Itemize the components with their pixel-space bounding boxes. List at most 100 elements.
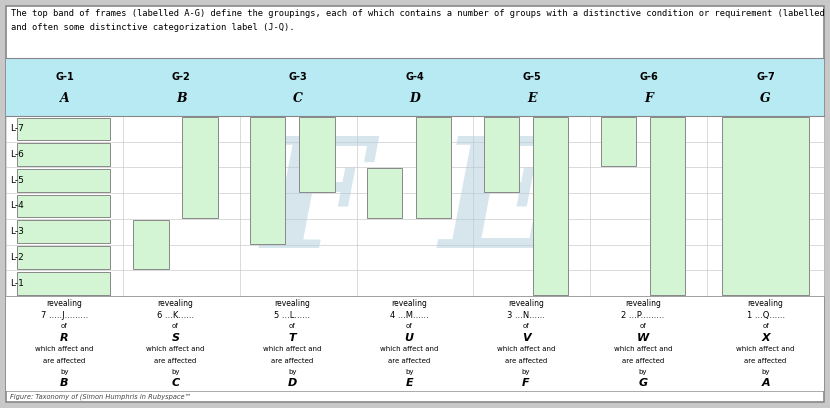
Bar <box>416 117 452 218</box>
Text: which affect and: which affect and <box>497 346 555 352</box>
Bar <box>133 220 168 269</box>
Text: by: by <box>288 369 296 375</box>
Text: D: D <box>409 91 421 104</box>
Bar <box>17 118 110 140</box>
Text: B: B <box>61 378 69 388</box>
Text: by: by <box>761 369 769 375</box>
Text: G-6: G-6 <box>639 72 658 82</box>
Text: 5 ...L......: 5 ...L...... <box>274 310 310 319</box>
Text: F: F <box>522 378 530 388</box>
Text: 2 ...P.........: 2 ...P......... <box>621 310 665 319</box>
Bar <box>722 117 809 295</box>
Text: G-5: G-5 <box>522 72 541 82</box>
Text: of: of <box>406 324 413 329</box>
Text: which affect and: which affect and <box>736 346 795 352</box>
Text: L-7: L-7 <box>10 124 24 133</box>
Text: by: by <box>405 369 413 375</box>
Text: and often some distinctive categorization label (J-Q).: and often some distinctive categorizatio… <box>11 23 295 32</box>
Text: D: D <box>288 378 297 388</box>
Text: A: A <box>761 378 770 388</box>
Text: G-4: G-4 <box>406 72 424 82</box>
Bar <box>650 117 685 295</box>
Text: 7 .....J.........: 7 .....J......... <box>41 310 88 319</box>
Text: of: of <box>523 324 530 329</box>
Text: A: A <box>60 91 69 104</box>
Text: by: by <box>638 369 647 375</box>
Text: F: F <box>261 131 369 281</box>
Text: G-7: G-7 <box>756 72 775 82</box>
Bar <box>17 143 110 166</box>
Text: L-3: L-3 <box>10 227 24 236</box>
Text: revealing: revealing <box>748 299 784 308</box>
Text: L-1: L-1 <box>10 279 24 288</box>
Text: 4 ...M......: 4 ...M...... <box>390 310 428 319</box>
Text: V: V <box>522 333 530 343</box>
Text: E: E <box>405 378 413 388</box>
Text: E: E <box>527 91 537 104</box>
Text: by: by <box>61 369 69 375</box>
Text: W: W <box>637 333 649 343</box>
Text: L-5: L-5 <box>10 176 24 185</box>
Text: G-2: G-2 <box>172 72 191 82</box>
Text: revealing: revealing <box>391 299 427 308</box>
Text: which affect and: which affect and <box>146 346 205 352</box>
Bar <box>484 117 520 192</box>
Text: by: by <box>522 369 530 375</box>
Text: are affected: are affected <box>43 357 85 364</box>
Bar <box>367 169 403 218</box>
Text: C: C <box>293 91 303 104</box>
Bar <box>299 117 334 192</box>
Bar <box>17 220 110 243</box>
Bar <box>17 195 110 217</box>
Text: of: of <box>762 324 769 329</box>
Text: revealing: revealing <box>508 299 544 308</box>
Text: of: of <box>639 324 647 329</box>
Bar <box>533 117 569 295</box>
Text: are affected: are affected <box>505 357 547 364</box>
Text: revealing: revealing <box>46 299 82 308</box>
Text: which affect and: which affect and <box>613 346 672 352</box>
Text: The top band of frames (labelled A-G) define the groupings, each of which contai: The top band of frames (labelled A-G) de… <box>11 9 830 18</box>
Text: B: B <box>176 91 187 104</box>
Text: F: F <box>644 91 653 104</box>
Text: are affected: are affected <box>388 357 430 364</box>
Text: of: of <box>61 324 68 329</box>
Text: G-3: G-3 <box>289 72 308 82</box>
Text: S: S <box>172 333 179 343</box>
Bar <box>17 246 110 269</box>
Bar <box>183 117 217 218</box>
Text: revealing: revealing <box>625 299 661 308</box>
Text: L-2: L-2 <box>10 253 24 262</box>
Text: Figure: Taxonomy of (Simon Humphris in Rubyspace™: Figure: Taxonomy of (Simon Humphris in R… <box>10 393 191 400</box>
Text: E: E <box>440 131 556 281</box>
Text: X: X <box>761 333 770 343</box>
Text: by: by <box>171 369 179 375</box>
Text: are affected: are affected <box>622 357 664 364</box>
Text: are affected: are affected <box>154 357 197 364</box>
Bar <box>17 169 110 192</box>
Text: are affected: are affected <box>745 357 787 364</box>
Text: L-4: L-4 <box>10 202 24 211</box>
Bar <box>601 117 636 166</box>
Text: T: T <box>289 333 296 343</box>
Text: R: R <box>60 333 69 343</box>
Bar <box>17 272 110 295</box>
Text: C: C <box>171 378 179 388</box>
Text: are affected: are affected <box>271 357 314 364</box>
Text: of: of <box>172 324 178 329</box>
Text: revealing: revealing <box>158 299 193 308</box>
Bar <box>6 296 824 391</box>
Text: which affect and: which affect and <box>380 346 438 352</box>
Text: 1 ...Q......: 1 ...Q...... <box>746 310 784 319</box>
Text: L-6: L-6 <box>10 150 24 159</box>
Text: U: U <box>405 333 413 343</box>
Text: G: G <box>760 91 771 104</box>
Text: which affect and: which affect and <box>35 346 94 352</box>
Bar <box>6 116 824 296</box>
Text: G-1: G-1 <box>55 72 74 82</box>
Bar <box>250 117 286 244</box>
Bar <box>6 58 824 116</box>
Text: G: G <box>638 378 647 388</box>
Text: revealing: revealing <box>275 299 310 308</box>
Text: which affect and: which affect and <box>263 346 321 352</box>
